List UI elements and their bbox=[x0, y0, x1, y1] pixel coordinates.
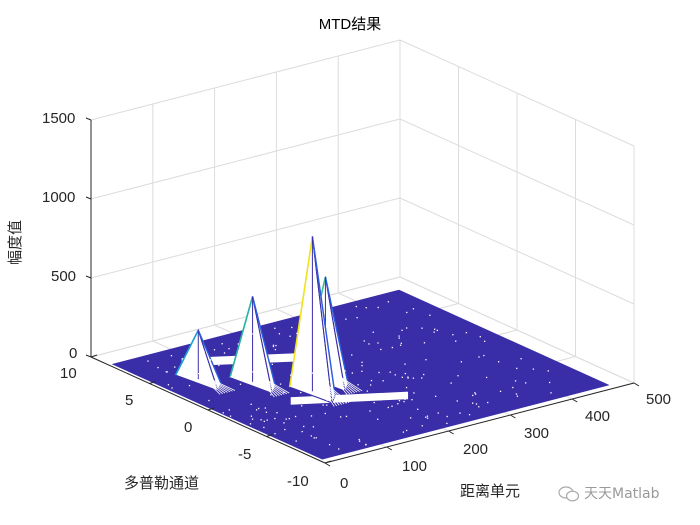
z-tick-500: 500 bbox=[51, 268, 77, 285]
x-tick-500: 500 bbox=[646, 391, 672, 408]
y-axis-label: 多普勒通道 bbox=[124, 474, 200, 492]
y-tick-neg10: -10 bbox=[287, 473, 309, 490]
x-axis-label: 距离单元 bbox=[460, 482, 521, 500]
x-tick-100: 100 bbox=[402, 458, 428, 475]
watermark: 天天Matlab bbox=[558, 483, 660, 503]
y-tick-5: 5 bbox=[125, 392, 134, 409]
x-tick-400: 400 bbox=[585, 408, 611, 425]
chart-title: MTD结果 bbox=[318, 16, 382, 33]
z-tick-1000: 1000 bbox=[42, 189, 76, 206]
z-tick-0: 0 bbox=[69, 345, 78, 362]
x-tick-300: 300 bbox=[524, 425, 550, 442]
y-tick-neg5: -5 bbox=[238, 446, 252, 463]
surface-floor bbox=[111, 289, 610, 460]
watermark-text: 天天Matlab bbox=[584, 486, 660, 502]
z-axis-label: 幅度值 bbox=[6, 219, 24, 265]
z-tick-1500: 1500 bbox=[42, 110, 76, 127]
wechat-icon bbox=[558, 486, 580, 502]
y-tick-0: 0 bbox=[184, 419, 193, 436]
x-tick-200: 200 bbox=[463, 441, 489, 458]
y-tick-10: 10 bbox=[60, 365, 77, 382]
x-tick-0: 0 bbox=[340, 475, 349, 492]
